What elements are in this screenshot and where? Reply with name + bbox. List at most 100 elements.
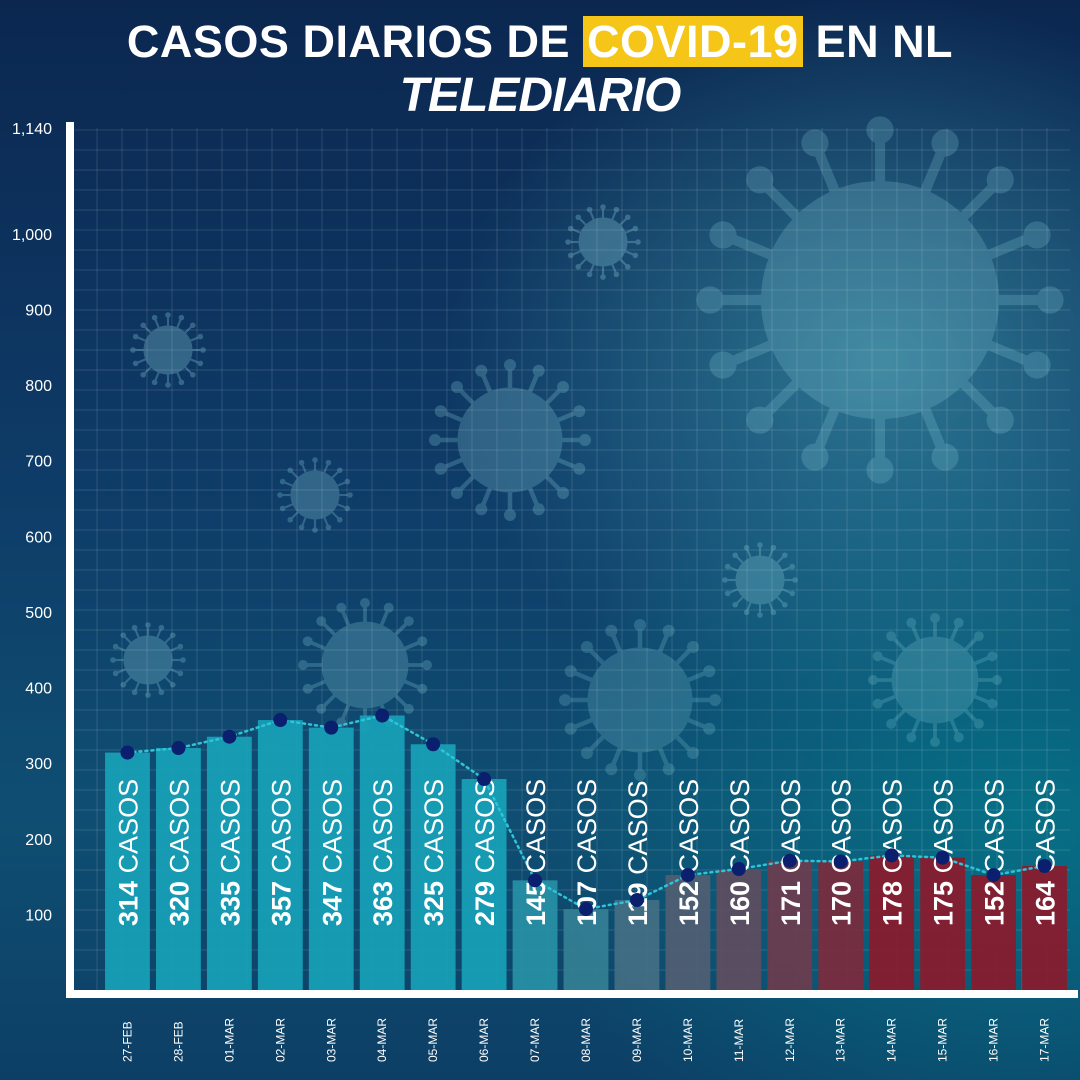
y-axis (66, 122, 74, 996)
title-prefix: CASOS DIARIOS DE (126, 16, 583, 67)
bar (563, 909, 609, 990)
y-tick-label: 600 (25, 529, 52, 546)
x-tick-label: 14-MAR (885, 1018, 899, 1062)
data-label: 335 CASOS (215, 779, 245, 926)
bar (716, 869, 762, 990)
data-point (680, 868, 695, 883)
bar (206, 736, 252, 990)
x-tick-label: 17-MAR (1038, 1018, 1052, 1062)
virus-shape (722, 542, 798, 618)
virus-shape (429, 359, 591, 521)
data-point (324, 720, 339, 735)
data-label: 160 CASOS (725, 779, 755, 926)
bar (818, 861, 864, 990)
x-tick-label: 03-MAR (324, 1018, 338, 1062)
data-label-unit: CASOS (623, 780, 653, 882)
bar (105, 752, 150, 990)
data-label-unit: CASOS (368, 779, 398, 881)
data-label-value: 279 (470, 881, 500, 926)
title-suffix: EN NL (802, 16, 954, 67)
virus-shape (565, 204, 641, 280)
y-tick-label: 300 (25, 756, 52, 773)
x-tick-label: 01-MAR (222, 1018, 236, 1062)
x-tick-label: 11-MAR (732, 1019, 746, 1062)
data-label-value: 152 (980, 881, 1010, 926)
y-tick-label: 1,000 (12, 227, 52, 244)
virus-shape (696, 116, 1064, 484)
data-point (171, 741, 186, 756)
data-label-value: 164 (1031, 881, 1061, 926)
data-point (375, 708, 390, 723)
data-label: 171 CASOS (776, 779, 806, 926)
data-label-value: 325 (419, 881, 449, 926)
bar (1022, 865, 1067, 990)
data-point (426, 737, 441, 752)
data-label: 152 CASOS (980, 779, 1010, 926)
x-tick-label: 27-FEB (120, 1021, 134, 1062)
bar (767, 860, 813, 990)
data-label: 357 CASOS (266, 779, 296, 926)
data-label-value: 314 (113, 881, 143, 926)
data-label-value: 363 (368, 881, 398, 926)
data-label-unit: CASOS (674, 779, 704, 881)
y-tick-label: 200 (25, 832, 52, 849)
x-tick-label: 08-MAR (579, 1018, 593, 1062)
y-tick-label: 1,140 (12, 121, 52, 138)
y-tick-label: 800 (25, 378, 52, 395)
x-axis (66, 990, 1078, 998)
y-tick-label: 400 (25, 681, 52, 698)
data-label: 363 CASOS (368, 779, 398, 926)
data-label: 314 CASOS (113, 779, 143, 926)
data-label-value: 145 (521, 881, 551, 926)
x-tick-label: 16-MAR (987, 1018, 1001, 1062)
data-label: 170 CASOS (827, 779, 857, 926)
x-tick-label: 07-MAR (528, 1018, 542, 1062)
data-label-unit: CASOS (572, 779, 602, 881)
data-label-unit: CASOS (164, 779, 194, 881)
data-point (1037, 858, 1052, 873)
data-label-unit: CASOS (113, 779, 143, 881)
y-tick-label: 900 (25, 302, 52, 319)
data-label-unit: CASOS (929, 779, 959, 881)
x-tick-label: 02-MAR (273, 1018, 287, 1062)
bar (359, 715, 405, 990)
x-tick-label: 06-MAR (477, 1018, 491, 1062)
data-label-value: 175 (929, 881, 959, 926)
bar (257, 720, 303, 990)
data-point (884, 848, 899, 863)
bar (869, 855, 915, 990)
data-point (222, 729, 237, 744)
data-label: 279 CASOS (470, 779, 500, 926)
title-highlight: COVID-19 (582, 16, 803, 67)
data-label-value: 347 (317, 881, 347, 926)
virus-shape (130, 312, 206, 388)
data-label-unit: CASOS (215, 779, 245, 881)
bar (156, 748, 201, 990)
virus-shape (868, 613, 1002, 747)
data-label: 325 CASOS (419, 779, 449, 926)
data-point (477, 772, 492, 787)
data-label-unit: CASOS (470, 779, 500, 881)
bar (971, 875, 1016, 990)
data-label: 320 CASOS (164, 779, 194, 926)
data-label-unit: CASOS (980, 779, 1010, 881)
data-label-value: 160 (725, 881, 755, 926)
data-label-value: 178 (878, 881, 908, 926)
x-tick-label: 09-MAR (630, 1018, 644, 1062)
data-label: 152 CASOS (674, 779, 704, 926)
chart-title: CASOS DIARIOS DE COVID-19 EN NL (0, 16, 1080, 68)
virus-shape (277, 457, 353, 533)
bar (665, 875, 711, 990)
brand-logo: TELEDIARIO (399, 69, 682, 122)
data-label: 178 CASOS (878, 779, 908, 926)
x-tick-label: 04-MAR (375, 1018, 389, 1062)
data-label-unit: CASOS (419, 779, 449, 881)
y-tick-label: 500 (25, 605, 52, 622)
data-label-unit: CASOS (878, 779, 908, 881)
data-point (833, 854, 848, 869)
bar (920, 857, 966, 990)
data-point (629, 893, 644, 908)
data-point (731, 862, 746, 877)
